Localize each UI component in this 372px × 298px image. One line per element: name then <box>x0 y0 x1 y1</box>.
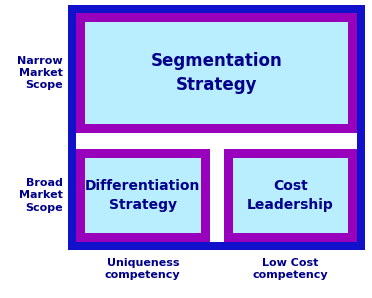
Bar <box>76 149 209 242</box>
Bar <box>85 158 201 233</box>
Bar <box>85 22 348 124</box>
Bar <box>232 158 348 233</box>
Text: Uniqueness
competency: Uniqueness competency <box>105 258 180 280</box>
Text: Low Cost
competency: Low Cost competency <box>253 258 328 280</box>
Text: Cost
Leadership: Cost Leadership <box>247 179 334 212</box>
Bar <box>76 13 357 242</box>
Text: Broad
Market
Scope: Broad Market Scope <box>19 178 63 213</box>
Bar <box>76 133 357 149</box>
Text: Segmentation
Strategy: Segmentation Strategy <box>151 52 282 94</box>
Bar <box>68 5 365 250</box>
Bar <box>76 13 357 133</box>
Text: Narrow
Market
Scope: Narrow Market Scope <box>17 56 63 90</box>
Text: Differentiation
Strategy: Differentiation Strategy <box>85 179 201 212</box>
Bar <box>224 149 357 242</box>
